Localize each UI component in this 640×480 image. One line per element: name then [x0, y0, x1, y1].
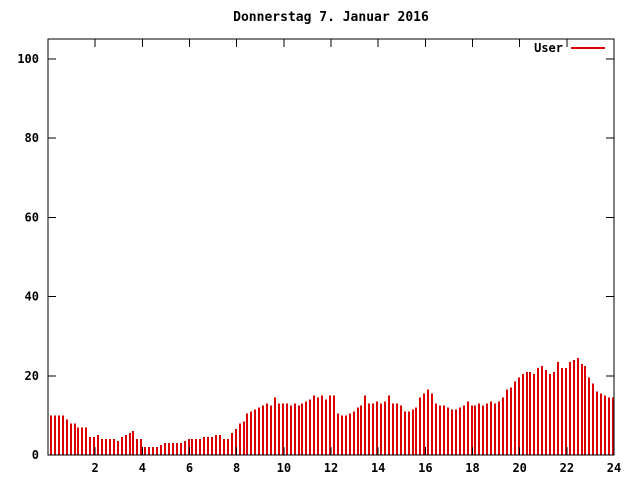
y-tick-label: 0	[32, 448, 39, 462]
y-tick-label: 20	[25, 369, 39, 383]
legend: User	[534, 41, 605, 55]
tick-marks	[48, 39, 615, 456]
x-tick-label: 6	[186, 461, 193, 475]
legend-user-label: User	[534, 41, 563, 55]
x-tick-label: 10	[277, 461, 291, 475]
chart-title: Donnerstag 7. Januar 2016	[233, 10, 429, 25]
y-tick-label: 60	[25, 210, 39, 224]
x-tick-label: 24	[607, 461, 621, 475]
x-tick-label: 2	[92, 461, 99, 475]
y-tick-label: 40	[25, 290, 39, 304]
x-tick-label: 20	[512, 461, 526, 475]
x-tick-label: 22	[560, 461, 574, 475]
x-tick-label: 4	[139, 461, 146, 475]
user-series-bars	[50, 357, 614, 455]
x-tick-label: 12	[324, 461, 338, 475]
x-tick-label: 16	[418, 461, 432, 475]
x-tick-label: 8	[233, 461, 240, 475]
y-tick-label: 100	[17, 52, 39, 66]
y-tick-label: 80	[25, 131, 39, 145]
x-tick-label: 14	[371, 461, 385, 475]
x-tick-label: 18	[465, 461, 479, 475]
